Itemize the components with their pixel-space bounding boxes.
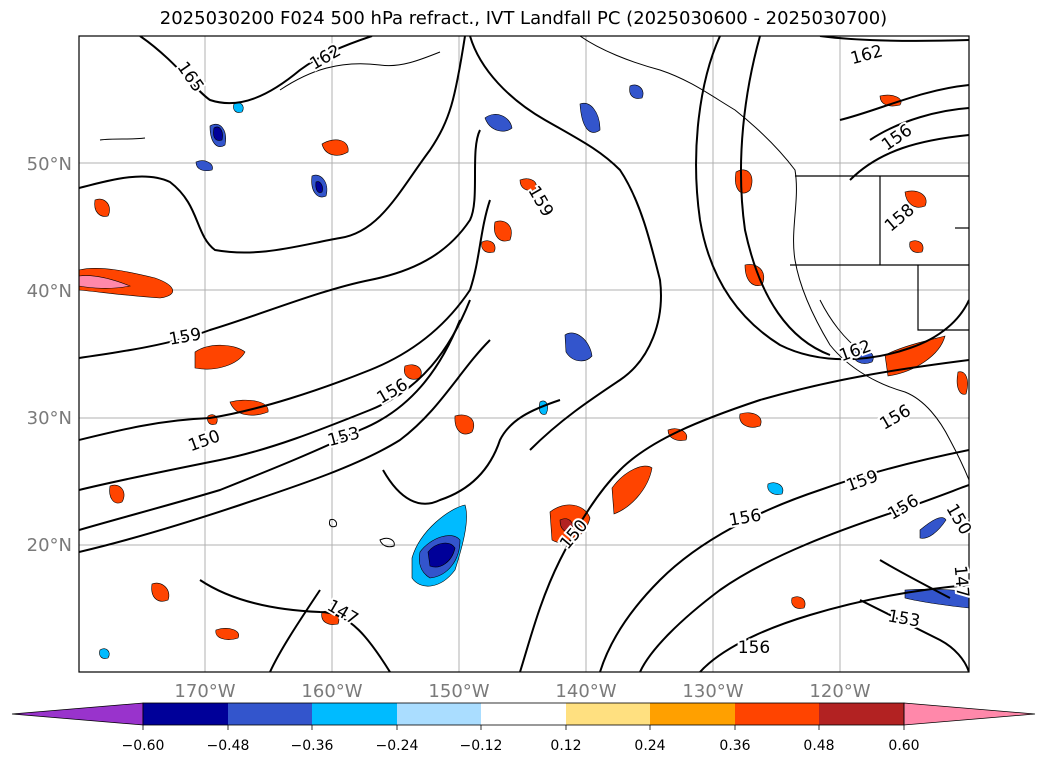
refractivity-contours: [79, 36, 969, 672]
colorbar-tick-label: 0.36: [719, 738, 750, 754]
colorbar-tick-label: 0.24: [634, 738, 665, 754]
contour-label: 147: [950, 565, 973, 599]
lat-label: 20°N: [27, 535, 72, 556]
lat-label: 50°N: [27, 154, 72, 175]
colorbar-segment: [735, 703, 819, 725]
colorbar-tick-label: 0.60: [888, 738, 919, 754]
refractivity-patches: [79, 84, 969, 659]
contour-label: 156: [738, 638, 770, 658]
latitude-labels: 50°N 40°N 30°N 20°N: [27, 154, 72, 556]
lon-label: 130°W: [682, 681, 743, 702]
colorbar: −0.60 −0.48 −0.36 −0.24 −0.12 0.12 0.24 0.36 0.4…: [11, 702, 1036, 754]
political-borders: [790, 175, 969, 331]
contour-label: 156: [727, 505, 762, 530]
colorbar-segment: [566, 703, 650, 725]
lat-label: 30°N: [27, 408, 72, 429]
lon-label: 160°W: [301, 681, 362, 702]
colorbar-frame: [142, 702, 905, 726]
colorbar-extend-low: [11, 702, 144, 726]
lon-label: 120°W: [809, 681, 870, 702]
colorbar-segment: [143, 703, 228, 725]
colorbar-extend-high: [903, 702, 1036, 726]
lat-label: 40°N: [27, 281, 72, 302]
colorbar-tick-label: −0.60: [122, 738, 165, 754]
colorbar-segment: [650, 703, 735, 725]
colorbar-tick-label: 0.12: [550, 738, 581, 754]
coastlines: [99, 36, 969, 548]
colorbar-tick-label: 0.48: [803, 738, 834, 754]
figure-title: 2025030200 F024 500 hPa refract., IVT La…: [159, 8, 888, 29]
colorbar-segment: [397, 703, 481, 725]
colorbar-tick-label: −0.48: [207, 738, 250, 754]
lon-label: 150°W: [428, 681, 489, 702]
map-frame: [78, 35, 970, 673]
map-panel: [79, 36, 969, 672]
lon-label: 170°W: [174, 681, 235, 702]
colorbar-segment: [228, 703, 312, 725]
colorbar-segment: [819, 703, 904, 725]
longitude-labels: 170°W 160°W 150°W 140°W 130°W 120°W: [174, 681, 870, 702]
colorbar-segment: [312, 703, 397, 725]
lon-label: 140°W: [555, 681, 616, 702]
colorbar-tick-label: −0.36: [291, 738, 334, 754]
colorbar-segment: [481, 703, 566, 725]
colorbar-tick-label: −0.12: [460, 738, 503, 754]
colorbar-tick-label: −0.24: [376, 738, 419, 754]
